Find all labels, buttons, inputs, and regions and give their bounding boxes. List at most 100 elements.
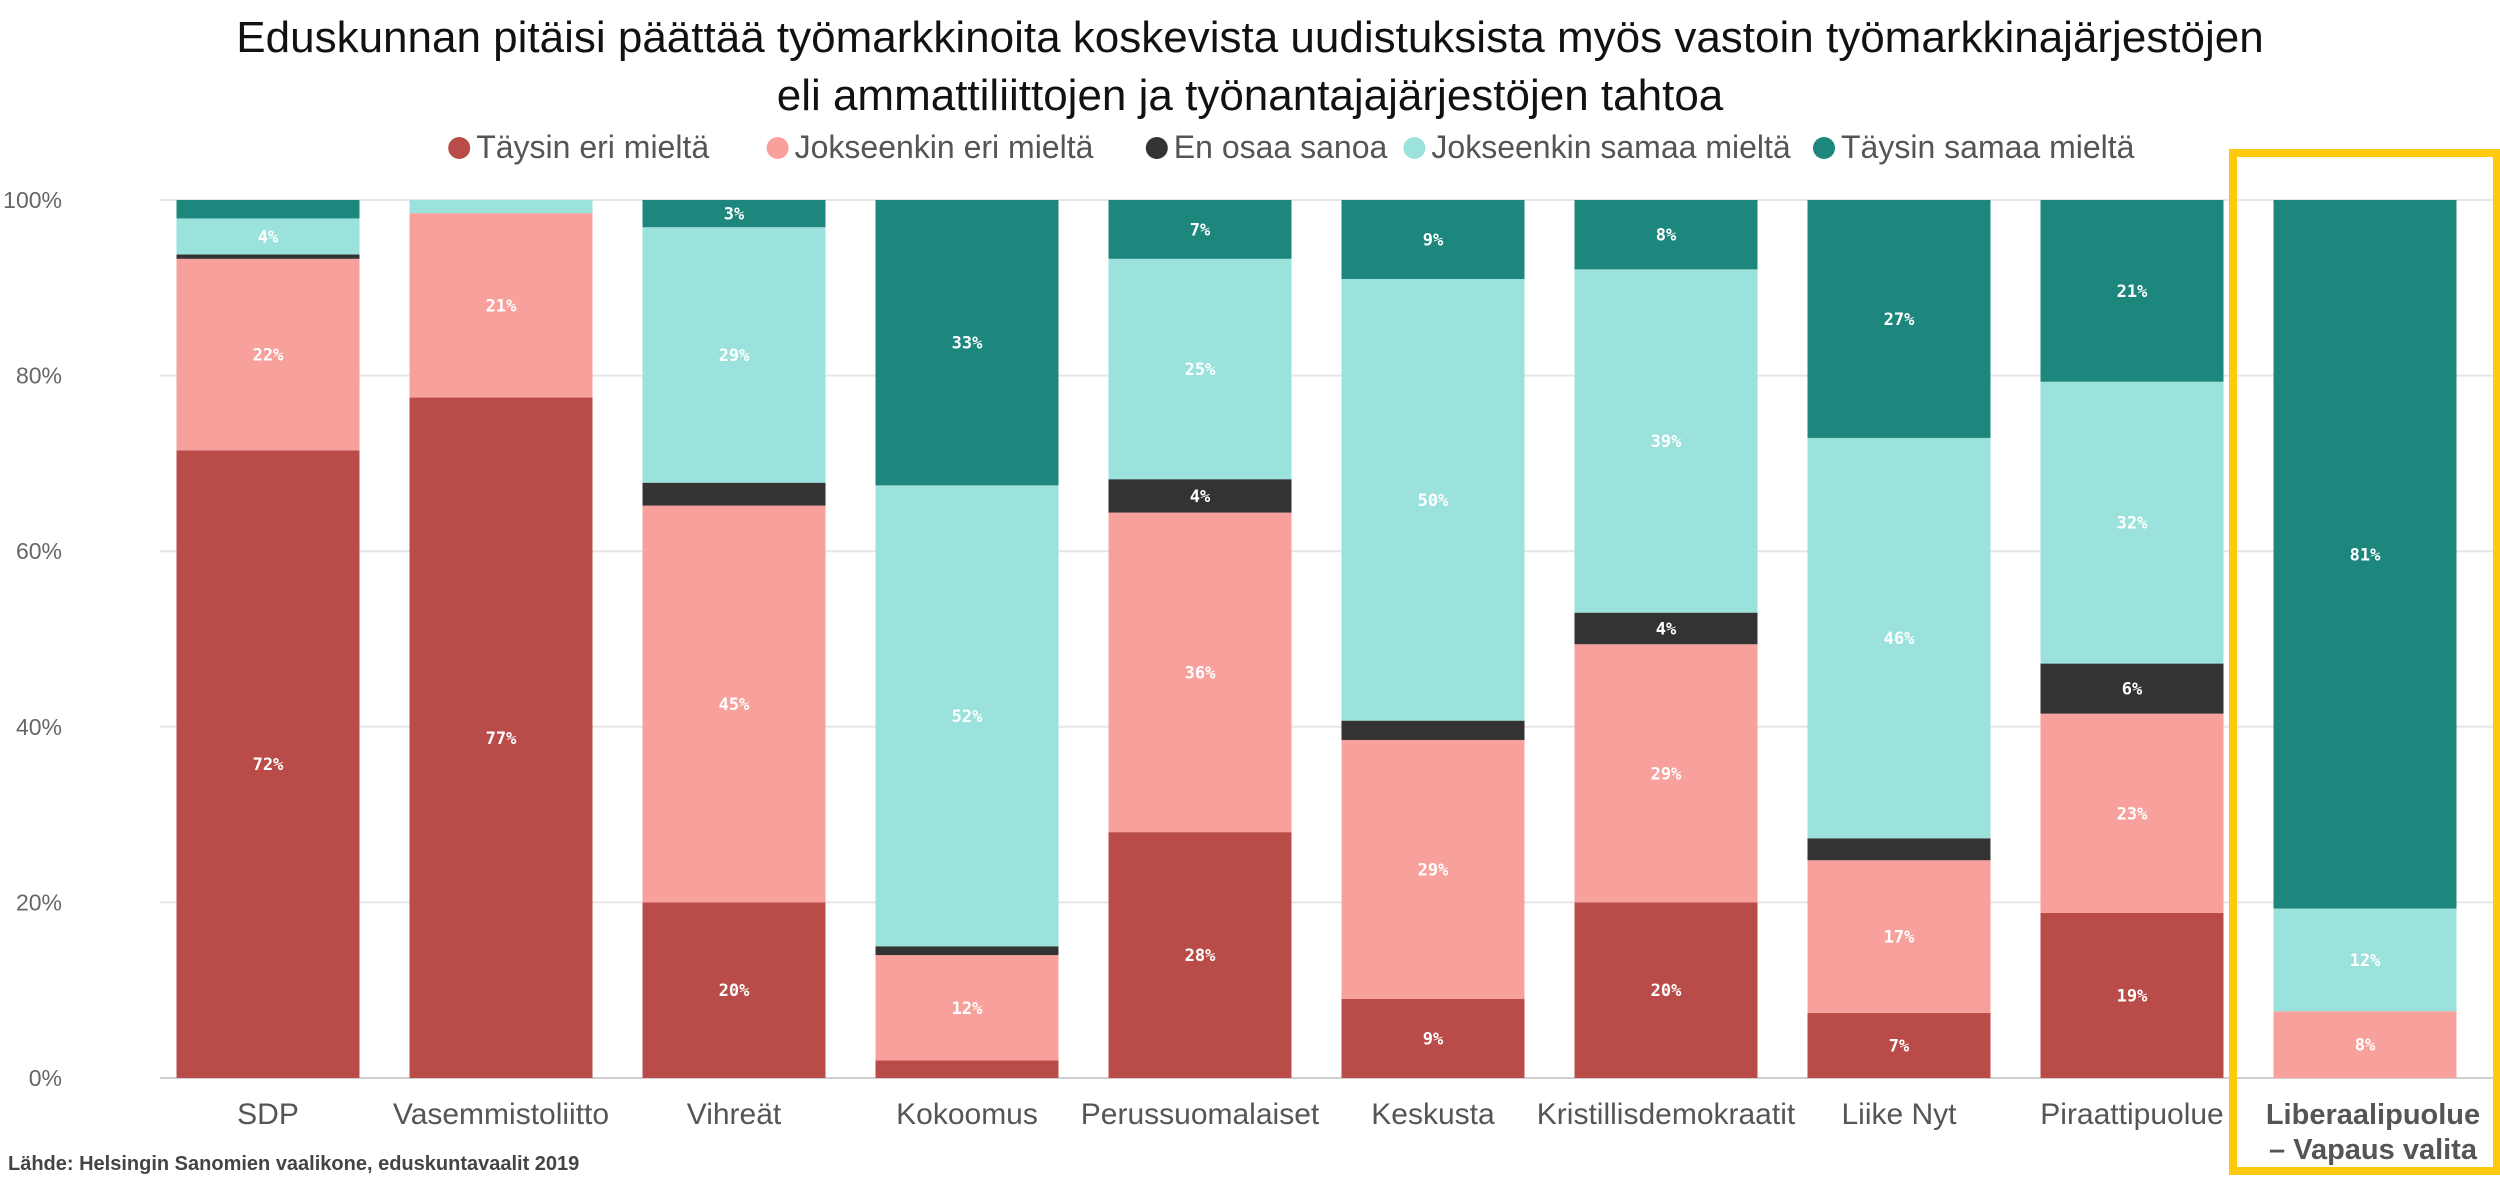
category-label-6: Keskusta	[1371, 1098, 1495, 1131]
bar-segment-5-1	[1108, 832, 1292, 1078]
data-label-5-3: 4%	[1190, 487, 1211, 507]
y-tick-label-40pct: 40%	[16, 714, 62, 740]
bar-segment-8-2	[1807, 860, 1991, 1014]
bar-segment-3-3	[642, 482, 826, 506]
bar-segment-5-4	[1108, 258, 1292, 480]
data-label-4-5: 33%	[952, 334, 983, 354]
bar-segment-9-3	[2040, 663, 2224, 714]
data-label-5-5: 7%	[1190, 220, 1211, 240]
bar-segment-1-5	[176, 200, 360, 219]
data-label-4-4: 52%	[952, 707, 983, 727]
category-label-2: Vasemmistoliitto	[393, 1098, 609, 1131]
bar-segment-9-1	[2040, 912, 2224, 1078]
bar-segment-7-2	[1574, 644, 1758, 903]
legend-marker-1	[448, 137, 471, 159]
bar-segment-6-1	[1341, 998, 1525, 1078]
bar-segment-3-5	[642, 200, 826, 228]
category-label-8: Liike Nyt	[1841, 1098, 1957, 1131]
data-label-6-1: 9%	[1423, 1029, 1444, 1049]
data-label-5-2: 36%	[1185, 663, 1216, 683]
chart-title-line-1: Eduskunnan pitäisi päättää työmarkkinoit…	[236, 13, 2263, 62]
data-label-5-1: 28%	[1185, 946, 1216, 966]
data-label-9-4: 32%	[2117, 514, 2148, 534]
bar-segment-8-3	[1807, 838, 1991, 861]
bar-segment-8-1	[1807, 1013, 1991, 1078]
legend-label-1: Täysin eri mieltä	[476, 129, 709, 165]
category-label-highlight-line-2: – Vapaus valita	[2269, 1134, 2478, 1166]
bar-segment-6-4	[1341, 279, 1525, 721]
bar-segment-5-5	[1108, 200, 1292, 259]
category-label-9: Piraattipuolue	[2040, 1098, 2223, 1131]
y-tick-label-20pct: 20%	[16, 889, 62, 915]
legend-label-4: Jokseenkin samaa mieltä	[1431, 129, 1790, 165]
bar-segment-8-4	[1807, 437, 1991, 839]
data-label-6-5: 9%	[1423, 231, 1444, 251]
bar-segment-7-5	[1574, 200, 1758, 270]
bar-segment-4-2	[875, 955, 1059, 1061]
data-label-3-1: 20%	[719, 981, 750, 1001]
category-label-3: Vihreät	[687, 1098, 782, 1131]
y-tick-label-80pct: 80%	[16, 363, 62, 389]
bar-segment-9-5	[2040, 200, 2224, 382]
bar-segment-5-2	[1108, 512, 1292, 833]
bar-segment-7-4	[1574, 269, 1758, 613]
data-label-9-2: 23%	[2117, 804, 2148, 824]
data-label-2-1: 77%	[486, 729, 517, 749]
data-label-1-2: 22%	[253, 346, 284, 366]
data-label-3-4: 29%	[719, 346, 750, 366]
category-label-4: Kokoomus	[896, 1098, 1038, 1131]
bar-segment-9-2	[2040, 713, 2224, 913]
bar-segment-2-2	[409, 213, 593, 398]
data-label-7-5: 8%	[1656, 226, 1677, 246]
bar-segment-1-1	[176, 450, 360, 1079]
data-label-7-1: 20%	[1651, 981, 1682, 1001]
legend-marker-4	[1403, 137, 1426, 159]
legend-label-3: En osaa sanoa	[1174, 129, 1388, 165]
legend-marker-3	[1145, 137, 1168, 159]
data-label-6-4: 50%	[1418, 491, 1449, 511]
data-label-5-4: 25%	[1185, 360, 1216, 380]
data-label-8-4: 46%	[1884, 629, 1915, 649]
legend-label-2: Jokseenkin eri mieltä	[795, 129, 1094, 165]
data-label-6-2: 29%	[1418, 860, 1449, 880]
bar-segment-6-2	[1341, 739, 1525, 999]
bar-segment-5-3	[1108, 479, 1292, 513]
bar-segment-7-3	[1574, 612, 1758, 645]
data-label-10-2: 8%	[2355, 1036, 2376, 1056]
data-label-7-3: 4%	[1656, 619, 1677, 639]
bar-segment-10-5	[2273, 200, 2457, 909]
bar-segment-6-5	[1341, 200, 1525, 280]
chart-title-line-2: eli ammattiliittojen ja työnantajajärjes…	[777, 71, 1724, 120]
y-tick-label-0pct: 0%	[29, 1065, 62, 1091]
data-label-3-5: 3%	[724, 205, 745, 225]
bar-segment-2-4	[409, 200, 593, 214]
bar-segment-8-5	[1807, 200, 1991, 438]
bar-segment-1-3	[176, 254, 360, 259]
data-label-7-2: 29%	[1651, 764, 1682, 784]
data-label-8-5: 27%	[1884, 310, 1915, 330]
y-tick-label-100pct: 100%	[3, 187, 62, 213]
data-label-4-2: 12%	[952, 999, 983, 1019]
bar-segment-4-3	[875, 946, 1059, 956]
legend-marker-2	[766, 137, 789, 159]
category-label-5: Perussuomalaiset	[1081, 1098, 1320, 1131]
bar-segment-10-2	[2273, 1011, 2457, 1078]
bar-segment-3-1	[642, 902, 826, 1078]
bar-segment-2-1	[409, 397, 593, 1078]
data-label-8-2: 17%	[1884, 928, 1915, 948]
category-label-highlight-line-1: Liberaalipuolue	[2266, 1099, 2480, 1131]
bar-segment-4-1	[875, 1060, 1059, 1078]
category-label-1: SDP	[237, 1098, 299, 1131]
data-label-8-1: 7%	[1889, 1037, 1910, 1057]
category-label-7: Kristillisdemokraatit	[1537, 1098, 1796, 1131]
data-label-10-4: 12%	[2350, 951, 2381, 971]
bar-segment-6-3	[1341, 720, 1525, 740]
bar-segment-1-2	[176, 258, 360, 451]
bar-segment-3-4	[642, 227, 826, 483]
legend-label-5: Täysin samaa mieltä	[1841, 129, 2135, 165]
data-label-1-1: 72%	[253, 755, 284, 775]
data-label-7-4: 39%	[1651, 432, 1682, 452]
data-label-1-4: 4%	[258, 227, 279, 247]
